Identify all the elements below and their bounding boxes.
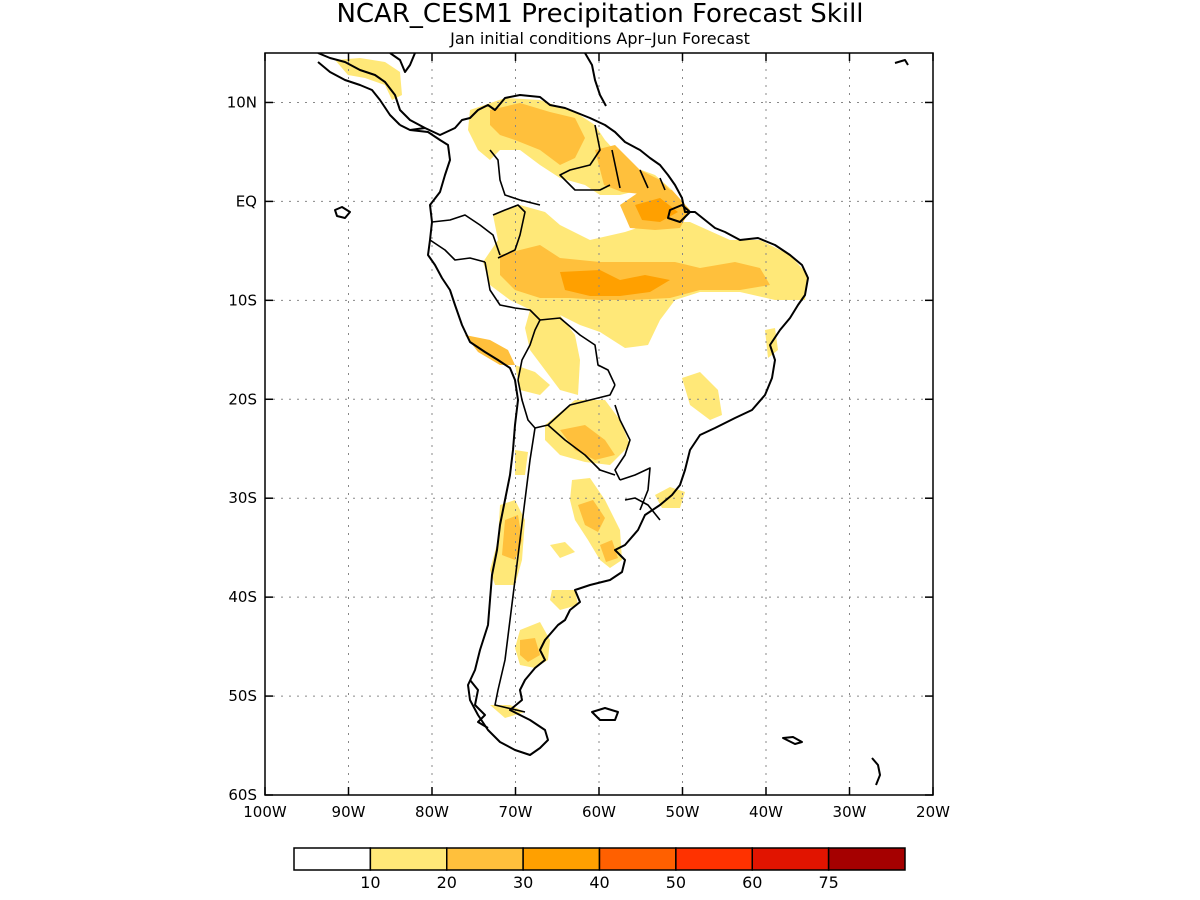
x-tick-label: 80W bbox=[415, 803, 449, 821]
skill-region-pampa bbox=[550, 542, 575, 558]
border-uruguay bbox=[624, 497, 661, 521]
border-colombia-ecuador bbox=[431, 214, 501, 256]
skill-shading bbox=[335, 58, 808, 718]
y-tick-label: 10S bbox=[228, 291, 257, 309]
skill-region-central-america bbox=[335, 58, 402, 100]
central-america-coastline bbox=[317, 53, 426, 129]
border-colombia-brazil bbox=[492, 204, 526, 259]
border-ecuador-peru bbox=[429, 239, 486, 263]
colorbar-swatch bbox=[446, 847, 524, 871]
x-tick-label: 70W bbox=[499, 803, 533, 821]
chart-subtitle: Jan initial conditions Apr–Jun Forecast bbox=[449, 29, 750, 48]
chart-title: NCAR_CESM1 Precipitation Forecast Skill bbox=[336, 0, 863, 29]
map-axes: 100W 90W 80W 70W 60W 50W 40W 30W 20W 10N EQ 10S 20S 3… bbox=[227, 53, 950, 821]
caribbean-islands bbox=[894, 59, 909, 66]
skill-region-patagonia-core bbox=[520, 638, 540, 662]
colorbar-swatch bbox=[827, 847, 906, 871]
skill-region-patagonia-north bbox=[550, 590, 578, 610]
caribbean-coast-fragment bbox=[584, 53, 607, 107]
skill-region-buenos-aires bbox=[600, 540, 618, 562]
y-tick-label: 30S bbox=[228, 489, 257, 507]
colorbar: 10 20 30 40 50 60 75 bbox=[293, 847, 906, 892]
y-tick-label: 10N bbox=[227, 93, 257, 111]
skill-region-peru-coast bbox=[465, 335, 515, 365]
x-tick-label: 50W bbox=[666, 803, 700, 821]
coastlines bbox=[317, 53, 909, 786]
colorbar-swatch bbox=[598, 847, 677, 871]
colorbar-swatch bbox=[293, 847, 372, 871]
marajo-island bbox=[667, 204, 691, 223]
skill-region-argentina-central-core bbox=[578, 500, 605, 532]
skill-region-chile-north bbox=[515, 365, 550, 395]
skill-region-tierra-del-fuego bbox=[490, 705, 525, 718]
x-tick-label: 40W bbox=[749, 803, 783, 821]
x-tick-label: 30W bbox=[833, 803, 867, 821]
skill-region-chile-central-core bbox=[502, 515, 522, 560]
border-colombia-venezuela bbox=[489, 149, 541, 206]
border-paraguay-argentina bbox=[547, 424, 616, 476]
x-tick-label: 20W bbox=[916, 803, 950, 821]
country-borders bbox=[429, 124, 666, 713]
south-sandwich-islands bbox=[871, 757, 881, 786]
border-peru-brazil bbox=[484, 261, 541, 321]
x-tick-label: 100W bbox=[243, 803, 287, 821]
map-plot-area bbox=[265, 53, 933, 795]
colorbar-label: 50 bbox=[666, 873, 686, 892]
skill-region-bolivia bbox=[525, 310, 580, 395]
colorbar-label: 40 bbox=[589, 873, 609, 892]
border-bolivia-chile bbox=[517, 379, 536, 429]
colorbar-swatch bbox=[675, 847, 753, 871]
border-argentina-brazil bbox=[619, 467, 651, 511]
skill-region-amazon-peak bbox=[560, 270, 670, 296]
border-paraguay-brazil bbox=[614, 404, 631, 481]
colorbar-swatch bbox=[369, 847, 448, 871]
colorbar-label: 20 bbox=[437, 873, 457, 892]
south-america-coastline bbox=[399, 94, 809, 756]
border-guianas bbox=[611, 149, 666, 191]
colorbar-label: 30 bbox=[513, 873, 533, 892]
south-georgia-island bbox=[782, 736, 803, 745]
y-tick-label: 50S bbox=[228, 687, 257, 705]
skill-region-para-peak bbox=[635, 198, 678, 222]
colorbar-swatch bbox=[522, 847, 601, 871]
colorbar-swatch bbox=[751, 847, 830, 871]
skill-region-chile-andes bbox=[515, 450, 528, 475]
x-tick-label: 60W bbox=[582, 803, 616, 821]
galapagos-islands bbox=[334, 206, 351, 219]
y-tick-label: EQ bbox=[236, 192, 257, 210]
skill-region-chaco-core bbox=[560, 425, 615, 460]
x-tick-label: 90W bbox=[332, 803, 366, 821]
skill-region-minas bbox=[682, 372, 722, 420]
border-peru-bolivia bbox=[517, 319, 541, 381]
falkland-islands bbox=[591, 707, 619, 721]
border-chile-argentina bbox=[494, 427, 536, 713]
colorbar-label: 60 bbox=[742, 873, 762, 892]
border-bolivia-brazil bbox=[539, 317, 616, 386]
colorbar-label: 10 bbox=[360, 873, 380, 892]
border-bolivia-paraguay bbox=[534, 384, 616, 429]
chilean-archipelago bbox=[469, 679, 489, 729]
border-venezuela-guyana bbox=[559, 124, 611, 191]
colorbar-label: 75 bbox=[818, 873, 838, 892]
y-tick-label: 20S bbox=[228, 390, 257, 408]
y-tick-label: 40S bbox=[228, 588, 257, 606]
y-tick-label: 60S bbox=[228, 786, 257, 804]
skill-region-north-venezuela-core bbox=[490, 103, 585, 165]
